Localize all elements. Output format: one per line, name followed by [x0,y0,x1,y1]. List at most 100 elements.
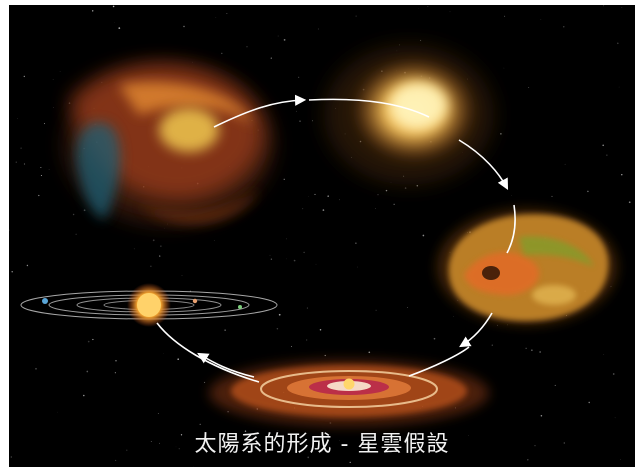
star [564,163,566,165]
star [407,307,409,308]
star [23,163,26,165]
star [277,35,279,37]
star [496,324,498,326]
outer-planet-icon [42,298,48,304]
star [612,373,615,375]
star [9,229,10,231]
star [11,271,13,273]
star [355,15,357,17]
star [618,86,620,88]
star [339,440,340,441]
arrow-stage3-to-stage4 [459,312,493,348]
cycle-arrows [156,94,516,383]
star [588,401,590,404]
star [293,259,296,262]
star [10,456,12,458]
star [339,199,340,201]
star [507,324,508,326]
star [385,189,388,192]
star [83,394,85,397]
star [227,410,229,413]
star [133,248,135,250]
star [150,441,152,442]
star [224,296,226,297]
star [53,107,54,108]
star [177,358,179,361]
star [511,195,512,196]
star [528,86,530,88]
planet-icon [238,305,242,309]
star [296,433,298,435]
star [621,174,623,176]
star [157,412,159,415]
star [357,266,358,268]
star [628,201,631,204]
star [59,71,61,72]
star [246,46,248,48]
star [159,255,161,257]
star [126,449,128,451]
star [427,5,429,7]
star [317,28,319,30]
star [270,57,272,59]
star [534,445,536,447]
star [602,144,605,147]
star [199,423,201,426]
star [48,168,50,170]
star [432,434,434,435]
star [319,328,322,331]
star [503,67,505,69]
star [43,123,46,125]
star [192,61,193,63]
star [551,195,553,197]
stage-2-collapsing-core [324,45,494,185]
star [277,429,279,431]
star [276,328,279,330]
star [40,174,42,177]
arrow-stage4-to-stage5 [197,352,255,378]
star [38,194,40,197]
star [91,10,94,12]
star [178,448,180,450]
star [433,337,436,340]
star [299,120,301,122]
star [52,79,54,80]
star [75,233,77,235]
star [23,75,25,78]
star [115,360,117,362]
star [114,22,115,23]
arrow-stage1-to-stage2 [213,94,307,128]
star [307,456,310,459]
star [620,459,621,460]
star [270,258,273,260]
star [327,195,329,197]
star [375,208,376,210]
star [603,354,605,355]
star [603,5,605,7]
star [112,5,115,8]
star [118,27,121,29]
star [302,208,304,210]
star [291,345,293,347]
star [377,194,379,196]
star [306,339,308,341]
star [527,459,529,461]
star [160,245,162,247]
star [183,25,185,28]
star [404,187,407,189]
star [416,185,419,187]
star [159,442,160,444]
star [150,265,152,267]
star [152,239,155,242]
star [540,414,543,417]
star [420,39,422,41]
star [525,347,527,349]
star [312,120,313,122]
star [86,370,89,373]
star [224,329,226,331]
star [20,147,22,149]
star [587,190,589,193]
star [315,263,317,265]
star [226,13,228,14]
star [298,76,300,78]
